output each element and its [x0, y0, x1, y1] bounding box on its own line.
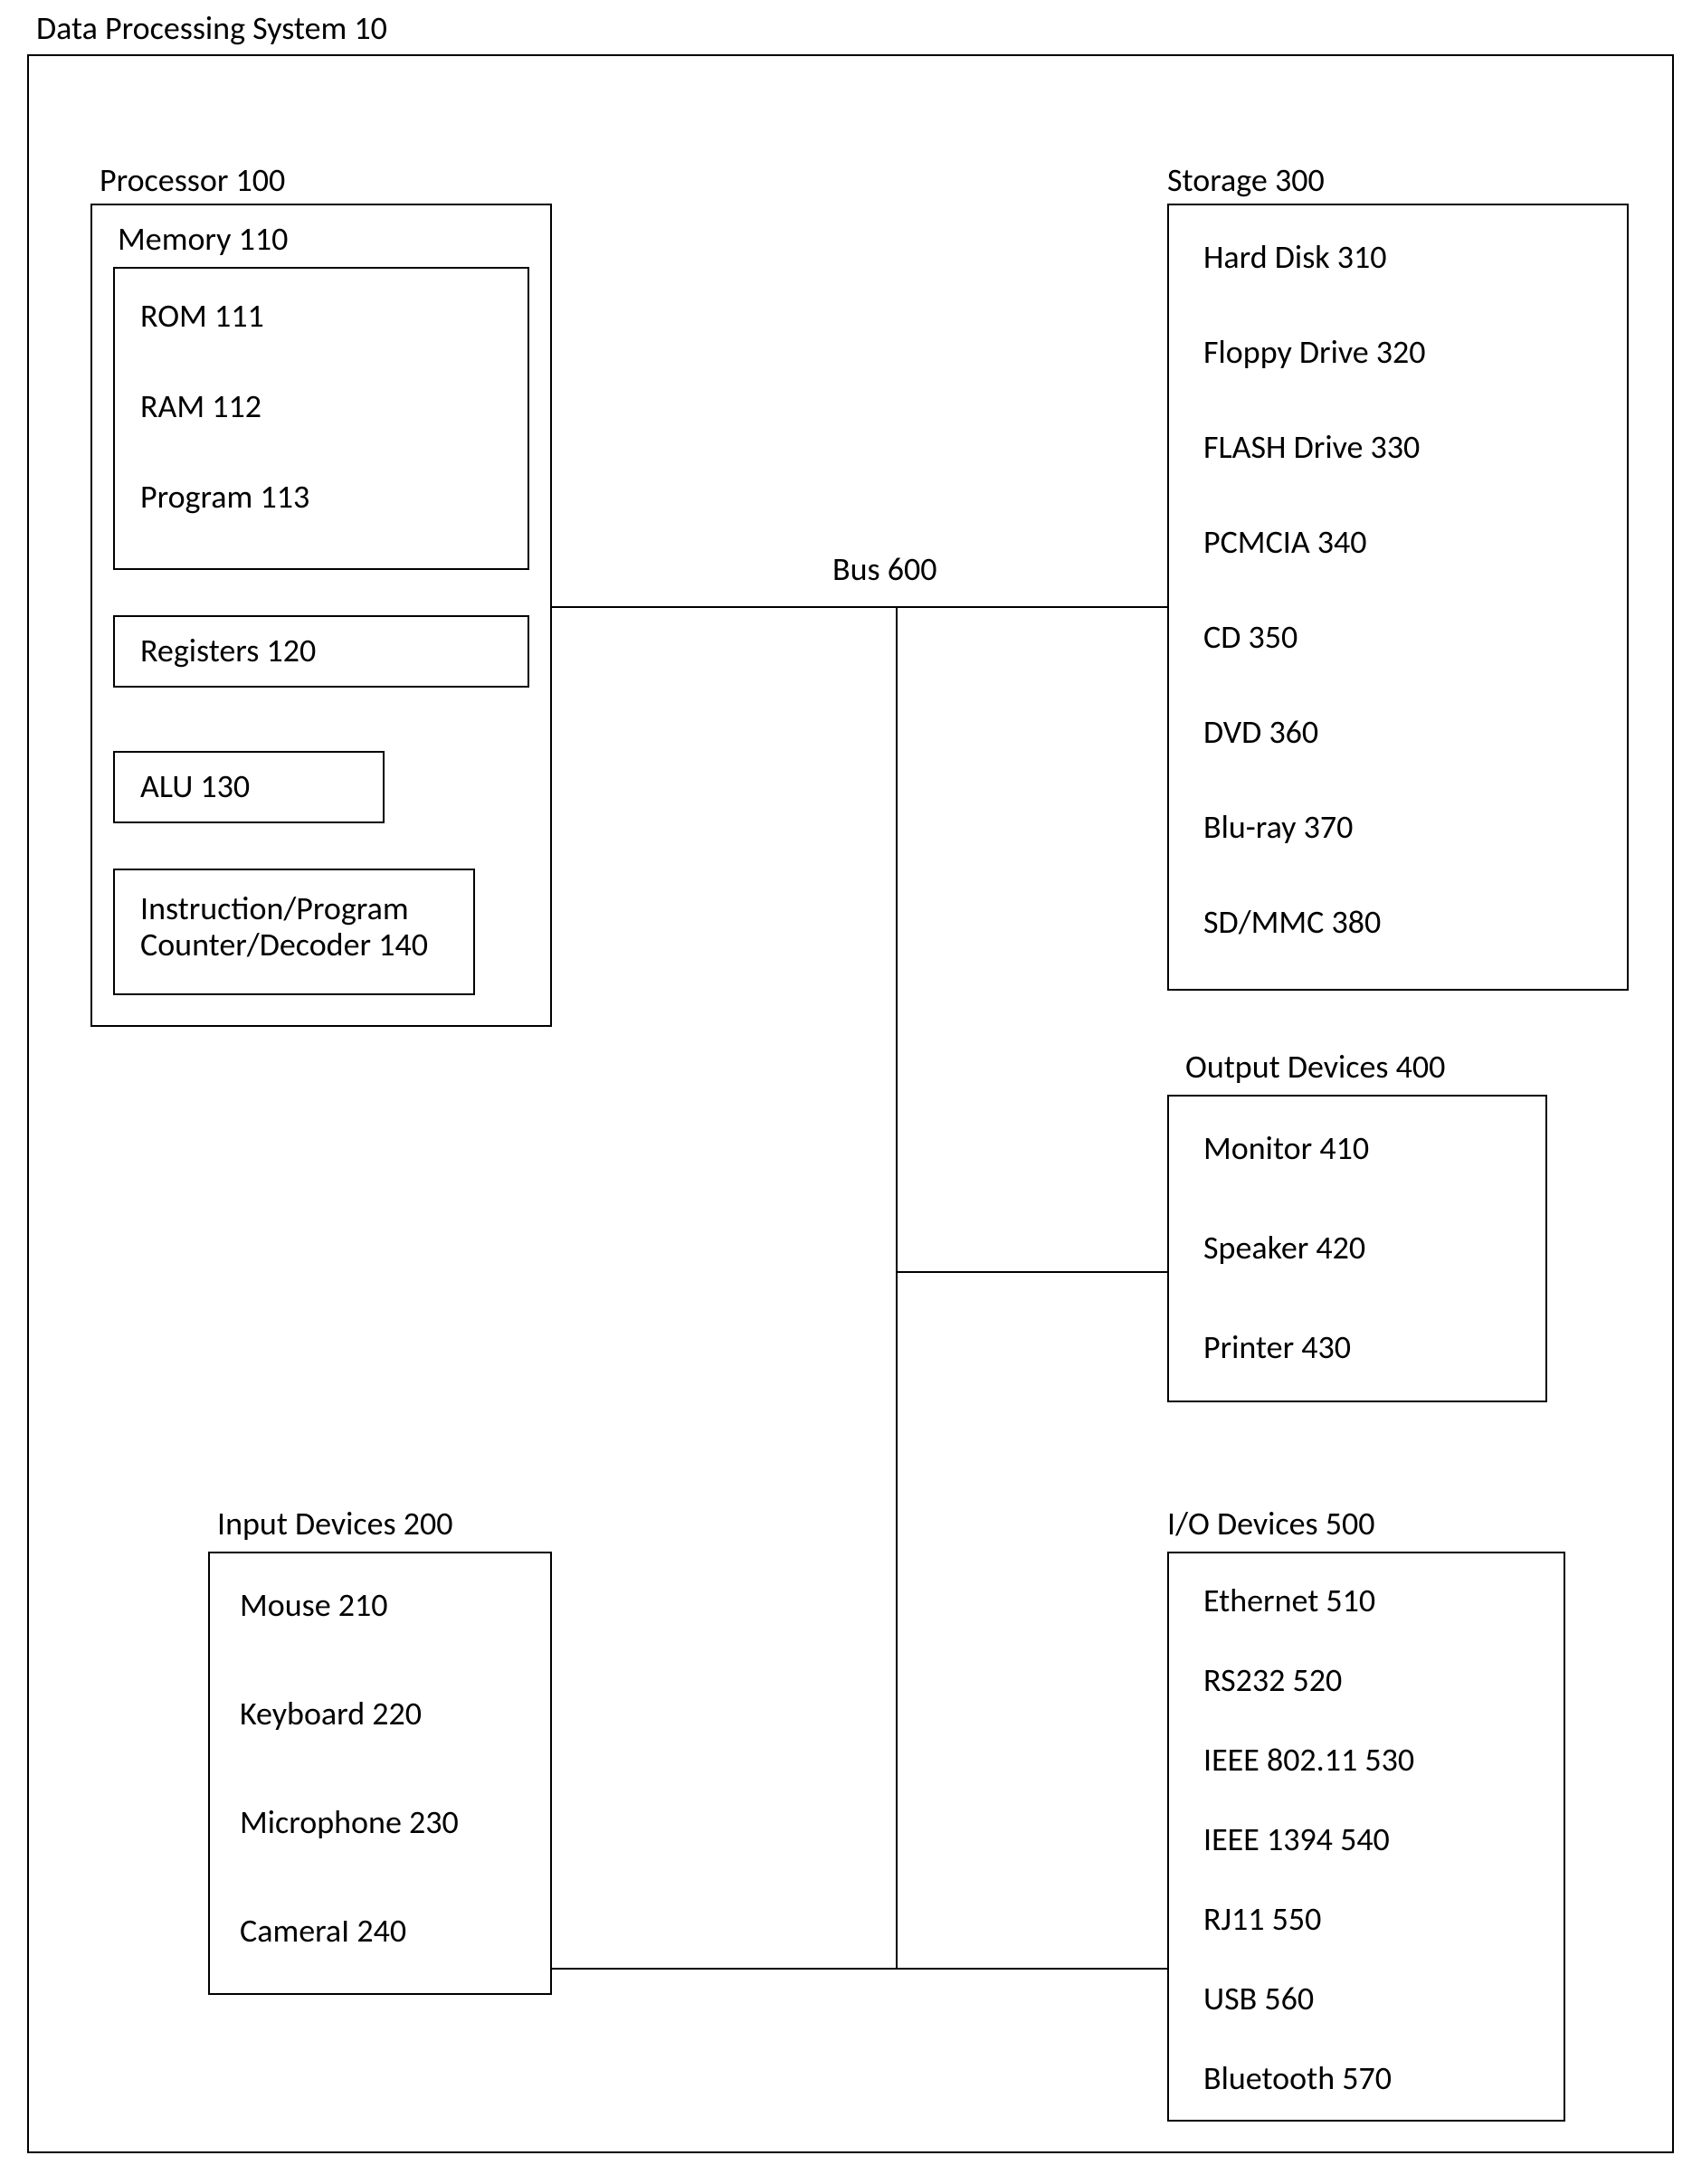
storage-item: DVD 360: [1203, 715, 1318, 751]
processor-title: Processor 100: [100, 163, 285, 199]
storage-item: Floppy Drive 320: [1203, 335, 1426, 371]
io-item: RS232 520: [1203, 1663, 1342, 1699]
io-item: Ethernet 510: [1203, 1583, 1375, 1619]
alu-label: ALU 130: [140, 769, 250, 805]
decoder-label: Instruction/Program Counter/Decoder 140: [140, 891, 428, 963]
io-item: USB 560: [1203, 1981, 1314, 2018]
registers-label: Registers 120: [140, 633, 316, 669]
memory-title: Memory 110: [118, 222, 288, 258]
memory-item: RAM 112: [140, 389, 261, 425]
bus-branch-bottom: [552, 1968, 1167, 1970]
bus-vertical: [896, 606, 898, 1970]
memory-item: Program 113: [140, 480, 309, 516]
storage-item: PCMCIA 340: [1203, 525, 1367, 561]
output-item: Printer 430: [1203, 1330, 1351, 1366]
output-item: Monitor 410: [1203, 1131, 1369, 1167]
diagram-canvas: Data Processing System 10 Processor 100 …: [0, 0, 1692, 2184]
storage-item: CD 350: [1203, 620, 1298, 656]
storage-title: Storage 300: [1167, 163, 1325, 199]
output-title: Output Devices 400: [1185, 1049, 1445, 1086]
bus-branch-output: [896, 1271, 1167, 1273]
input-item: Keyboard 220: [240, 1696, 422, 1733]
io-item: RJ11 550: [1203, 1902, 1321, 1938]
storage-item: FLASH Drive 330: [1203, 430, 1420, 466]
input-item: Mouse 210: [240, 1588, 388, 1624]
io-item: Bluetooth 570: [1203, 2061, 1392, 2097]
output-item: Speaker 420: [1203, 1230, 1365, 1267]
bus-branch-top: [552, 606, 1167, 608]
diagram-title: Data Processing System 10: [36, 11, 387, 47]
io-item: IEEE 802.11 530: [1203, 1742, 1414, 1779]
io-item: IEEE 1394 540: [1203, 1822, 1390, 1858]
io-title: I/O Devices 500: [1167, 1506, 1374, 1543]
input-item: CameraI 240: [240, 1913, 406, 1950]
storage-item: SD/MMC 380: [1203, 905, 1381, 941]
storage-item: Hard Disk 310: [1203, 240, 1387, 276]
bus-label: Bus 600: [832, 552, 936, 588]
storage-box: [1167, 204, 1629, 991]
input-item: Microphone 230: [240, 1805, 459, 1841]
storage-item: Blu-ray 370: [1203, 810, 1353, 846]
input-title: Input Devices 200: [217, 1506, 453, 1543]
memory-item: ROM 111: [140, 299, 264, 335]
